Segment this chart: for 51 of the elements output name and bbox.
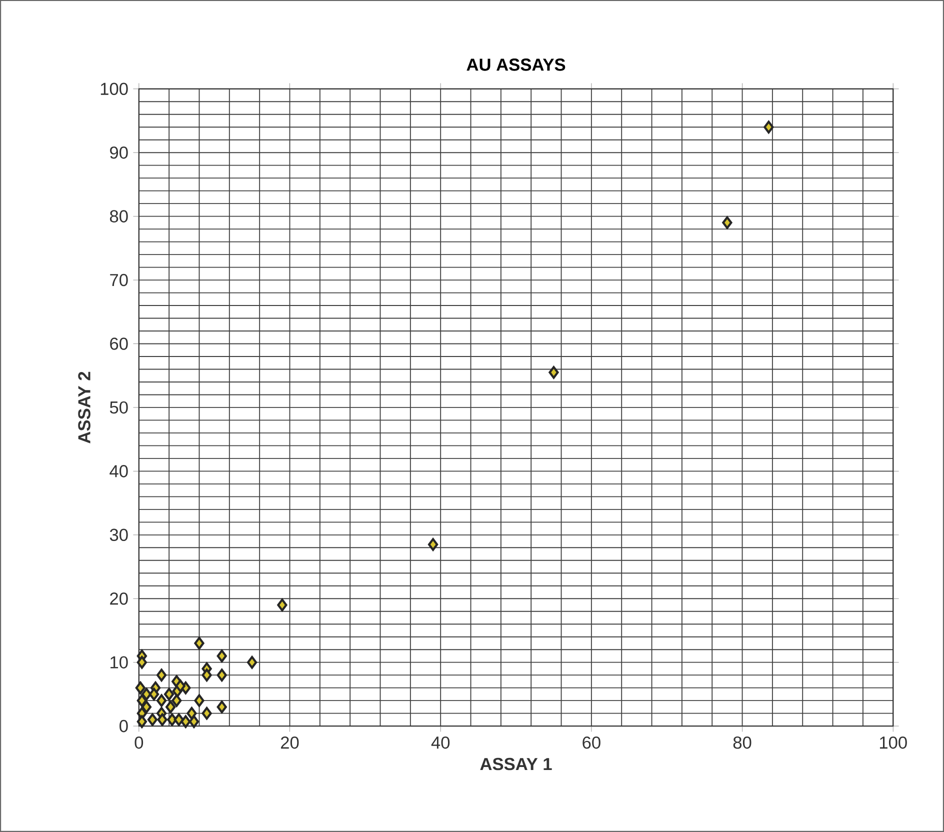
- point: [216, 650, 227, 662]
- point: [136, 694, 147, 707]
- y-tick-label: 100: [100, 82, 128, 96]
- point: [722, 216, 732, 230]
- x-tick-label: 0: [134, 736, 144, 749]
- point: [147, 713, 158, 726]
- point: [157, 713, 168, 726]
- point: [202, 706, 212, 720]
- point: [135, 681, 146, 694]
- chart-title: AU ASSAYS: [466, 58, 566, 71]
- y-tick-label: 90: [110, 146, 128, 159]
- point: [186, 706, 197, 720]
- y-tick-label: 40: [110, 465, 128, 478]
- x-tick-label: 20: [280, 736, 299, 749]
- point: [172, 694, 182, 707]
- point: [428, 538, 438, 551]
- point: [175, 680, 186, 692]
- y-tick-label: 50: [110, 401, 128, 414]
- x-axis-title: ASSAY 1: [480, 758, 552, 770]
- point: [136, 656, 147, 669]
- point: [246, 656, 258, 669]
- point: [216, 668, 227, 682]
- y-tick-label: 80: [110, 210, 128, 222]
- x-tick-label: 100: [880, 736, 907, 749]
- point: [174, 713, 184, 726]
- y-tick-label: 70: [110, 274, 128, 286]
- y-tick-label: 60: [110, 338, 128, 350]
- y-tick-label: 0: [120, 720, 128, 732]
- point: [136, 715, 147, 728]
- x-tick-label: 80: [733, 736, 752, 749]
- point: [141, 700, 152, 714]
- y-axis-title: ASSAY 2: [78, 372, 90, 444]
- point: [164, 688, 174, 701]
- y-tick-label: 10: [110, 656, 128, 668]
- point: [764, 120, 774, 134]
- x-tick-label: 40: [431, 736, 450, 749]
- y-tick-label: 20: [110, 592, 128, 605]
- point: [167, 713, 178, 726]
- point: [194, 636, 204, 650]
- point: [277, 598, 288, 612]
- x-tick-label: 60: [582, 736, 600, 749]
- point: [194, 694, 204, 707]
- point: [188, 715, 200, 728]
- point: [166, 700, 176, 714]
- point: [548, 366, 559, 379]
- y-tick-label: 30: [110, 528, 128, 542]
- point: [148, 688, 160, 701]
- point: [156, 668, 167, 682]
- point: [156, 694, 167, 707]
- point: [216, 700, 227, 714]
- point: [202, 668, 212, 682]
